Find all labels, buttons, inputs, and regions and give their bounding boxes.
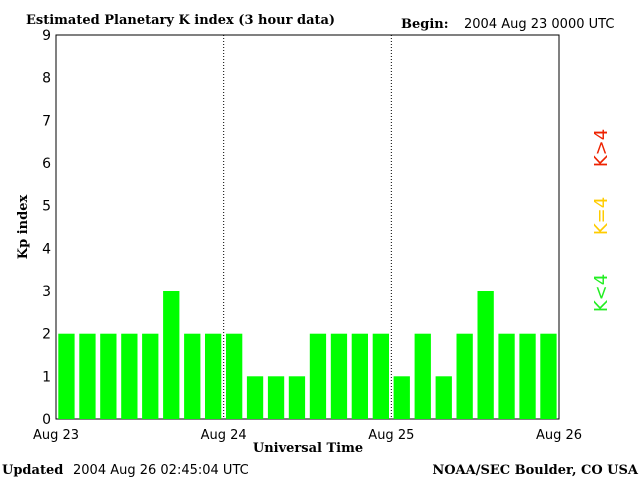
- y-tick-label: 3: [42, 284, 51, 300]
- x-tick-label: Aug 26: [536, 428, 582, 443]
- kp-bar: [142, 333, 159, 419]
- kp-bar: [309, 333, 327, 419]
- legend-k-above-4: K>4: [591, 129, 612, 167]
- kp-bar: [288, 376, 306, 419]
- y-tick-label: 6: [42, 156, 51, 172]
- plot-area: [55, 34, 560, 420]
- kp-bar: [163, 291, 180, 419]
- x-tick-label: Aug 23: [33, 428, 79, 443]
- kp-bar: [58, 333, 75, 419]
- kp-bar: [456, 333, 473, 419]
- day-gridlines: [223, 35, 392, 419]
- updated-label: Updated: [2, 463, 63, 478]
- kp-bar: [205, 333, 222, 419]
- begin-label: Begin:: [401, 17, 449, 32]
- y-axis-ticks: 0 1 2 3 4 5 6 7 8 9: [42, 28, 51, 428]
- y-tick-label: 8: [42, 71, 51, 87]
- kp-bar: [184, 333, 201, 419]
- x-axis-label: Universal Time: [253, 441, 363, 456]
- y-tick-label: 0: [42, 412, 51, 428]
- begin-value: 2004 Aug 23 0000 UTC: [464, 17, 614, 32]
- kp-bar: [330, 333, 348, 419]
- x-axis-ticks: Aug 23 Aug 24 Aug 25 Aug 26: [33, 428, 582, 443]
- y-tick-label: 2: [42, 327, 51, 343]
- credit-text: NOAA/SEC Boulder, CO USA: [432, 463, 639, 478]
- y-tick-label: 5: [42, 199, 51, 215]
- y-tick-label: 4: [42, 241, 51, 257]
- kp-bar: [477, 291, 494, 419]
- kp-bar: [351, 333, 368, 419]
- chart-title: Estimated Planetary K index (3 hour data…: [26, 13, 335, 28]
- updated-value: 2004 Aug 26 02:45:04 UTC: [73, 463, 249, 478]
- y-tick-label: 1: [42, 369, 51, 385]
- y-tick-label: 9: [42, 28, 51, 44]
- kp-bar: [79, 333, 96, 419]
- x-tick-label: Aug 24: [201, 428, 247, 443]
- kp-bar: [498, 333, 515, 419]
- kp-bar: [267, 376, 285, 419]
- legend-k-below-4: K<4: [591, 274, 612, 312]
- kp-bar: [435, 376, 452, 419]
- x-tick-label: Aug 25: [368, 428, 414, 443]
- y-axis-label: Kp index: [16, 195, 31, 260]
- kp-bar: [121, 333, 138, 419]
- y-tick-label: 7: [42, 113, 51, 129]
- legend-k-equal-4: K=4: [591, 197, 612, 235]
- kp-bar: [226, 333, 243, 419]
- kp-bar: [246, 376, 264, 419]
- kp-bar: [540, 333, 557, 419]
- kp-bar: [100, 333, 117, 419]
- kp-bar: [519, 333, 536, 419]
- kp-bar: [414, 333, 431, 419]
- bar-series: [58, 291, 557, 419]
- kp-bar: [372, 333, 389, 419]
- kp-bar: [393, 376, 410, 419]
